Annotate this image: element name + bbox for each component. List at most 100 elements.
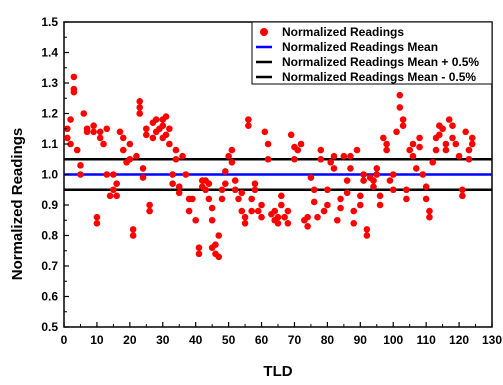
data-point	[409, 140, 417, 148]
data-point	[212, 241, 219, 248]
x-tick-label: 100	[383, 333, 403, 347]
data-point	[357, 192, 364, 200]
data-point	[439, 125, 446, 133]
data-point	[175, 183, 183, 190]
data-point	[83, 128, 91, 136]
data-point	[67, 116, 74, 123]
data-point	[393, 128, 400, 136]
data-point	[90, 128, 97, 136]
data-point	[317, 146, 325, 154]
data-point	[442, 140, 450, 148]
data-point	[67, 140, 74, 148]
data-point	[251, 186, 259, 194]
data-point	[353, 146, 361, 154]
data-point	[93, 220, 101, 227]
data-point	[343, 177, 351, 184]
data-point	[241, 213, 249, 221]
data-point	[166, 125, 173, 133]
data-point	[113, 180, 120, 187]
data-point	[231, 186, 239, 194]
data-point	[159, 122, 167, 129]
data-point	[126, 155, 134, 163]
data-point	[169, 180, 176, 187]
data-point	[330, 152, 338, 160]
data-point	[426, 207, 433, 215]
data-point	[376, 192, 384, 200]
data-point	[202, 186, 209, 194]
legend-label: Normalized Readings Mean + 0.5%	[282, 55, 479, 69]
data-point	[205, 195, 213, 203]
data-point	[357, 201, 364, 209]
data-point	[445, 116, 453, 123]
data-point	[468, 140, 476, 148]
data-point	[455, 152, 463, 160]
y-tick-label: 1.4	[41, 46, 58, 60]
data-point	[314, 213, 321, 221]
data-point	[162, 113, 170, 120]
x-tick-label: 10	[90, 333, 104, 347]
x-tick-label: 70	[288, 333, 302, 347]
data-point	[422, 183, 430, 190]
data-point	[277, 192, 285, 200]
x-axis-title: TLD	[263, 363, 292, 380]
data-point	[459, 186, 466, 194]
data-point	[399, 122, 407, 129]
legend-box	[251, 21, 493, 85]
data-point	[324, 201, 331, 209]
data-point	[195, 250, 203, 258]
data-point	[389, 186, 397, 194]
data-point	[100, 140, 107, 148]
data-point	[261, 128, 269, 136]
data-point	[396, 104, 404, 111]
legend-marker-scatter	[260, 28, 268, 36]
data-point	[449, 134, 456, 142]
x-tick-label: 30	[156, 333, 170, 347]
data-point	[235, 195, 242, 203]
data-point	[320, 207, 328, 215]
x-tick-label: 120	[449, 333, 469, 347]
data-point	[113, 192, 120, 200]
data-point	[468, 134, 476, 142]
data-point	[222, 180, 229, 187]
data-point	[403, 186, 410, 194]
data-point	[238, 189, 246, 197]
data-point	[297, 140, 305, 148]
data-point	[462, 128, 469, 136]
data-point	[271, 207, 279, 215]
data-point	[333, 216, 341, 224]
data-point	[284, 220, 292, 227]
data-point	[63, 125, 71, 133]
data-point	[215, 253, 223, 261]
data-point	[93, 213, 101, 221]
y-tick-label: 1.2	[41, 107, 58, 121]
data-point	[110, 171, 117, 178]
data-point	[136, 110, 144, 117]
data-point	[284, 207, 292, 215]
data-point	[166, 140, 173, 148]
data-point	[63, 134, 71, 142]
data-point	[218, 186, 226, 194]
data-point	[370, 177, 377, 184]
data-point	[436, 131, 443, 139]
data-point	[172, 155, 180, 163]
data-point	[343, 189, 351, 197]
data-point	[304, 213, 311, 221]
data-point	[449, 122, 456, 129]
x-tick-label: 20	[123, 333, 137, 347]
data-point	[175, 189, 183, 197]
data-point	[287, 131, 295, 139]
data-point	[373, 171, 381, 178]
data-point	[179, 152, 186, 160]
data-point	[416, 143, 423, 151]
data-point	[162, 131, 170, 139]
data-point	[389, 171, 397, 178]
y-tick-label: 0.8	[41, 229, 58, 243]
data-point	[119, 134, 127, 142]
data-point	[110, 186, 117, 194]
data-point	[258, 201, 265, 209]
data-point	[274, 220, 282, 227]
data-point	[281, 213, 288, 221]
data-point	[442, 146, 450, 154]
data-point	[96, 134, 104, 142]
